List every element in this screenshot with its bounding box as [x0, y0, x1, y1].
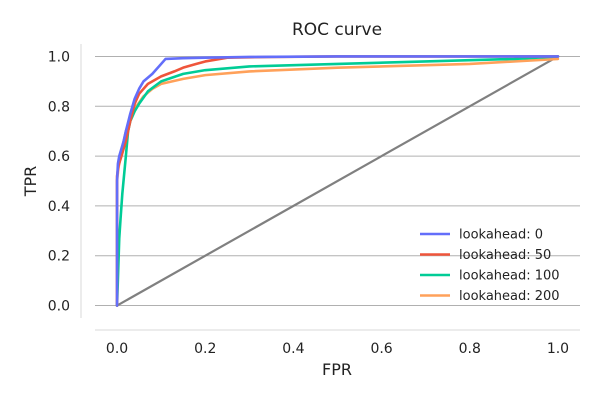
chart-title: ROC curve	[292, 20, 382, 40]
roc-series-lines	[115, 55, 560, 307]
series-line-2	[115, 55, 560, 307]
x-tick-label: 0.2	[194, 341, 216, 357]
legend-label-1: lookahead: 50	[459, 248, 551, 263]
y-tick-label: 0.8	[48, 99, 70, 115]
legend-label-0: lookahead: 0	[459, 228, 543, 243]
legend-label-2: lookahead: 100	[459, 269, 560, 284]
x-tick-label: 0.0	[106, 341, 128, 357]
y-tick-label: 0.6	[48, 149, 70, 165]
legend-label-3: lookahead: 200	[459, 289, 560, 304]
x-axis-ticks: 0.0 0.2 0.4 0.6 0.8 1.0	[106, 341, 569, 357]
y-axis-label: TPR	[21, 166, 40, 198]
y-tick-label: 0.0	[48, 299, 70, 315]
x-axis-label: FPR	[322, 360, 352, 379]
y-tick-label: 1.0	[48, 49, 70, 65]
series-line-0	[115, 55, 560, 307]
y-axis-ticks: 0.0 0.2 0.4 0.6 0.8 1.0	[48, 49, 70, 314]
x-tick-label: 0.6	[370, 341, 392, 357]
diagonal-reference-line	[115, 55, 560, 307]
legend: lookahead: 0 lookahead: 50 lookahead: 100 l…	[420, 228, 560, 304]
x-tick-label: 0.4	[282, 341, 304, 357]
y-tick-label: 0.4	[48, 199, 70, 215]
x-tick-label: 0.8	[459, 341, 481, 357]
y-tick-label: 0.2	[48, 249, 70, 265]
x-tick-label: 1.0	[547, 341, 569, 357]
